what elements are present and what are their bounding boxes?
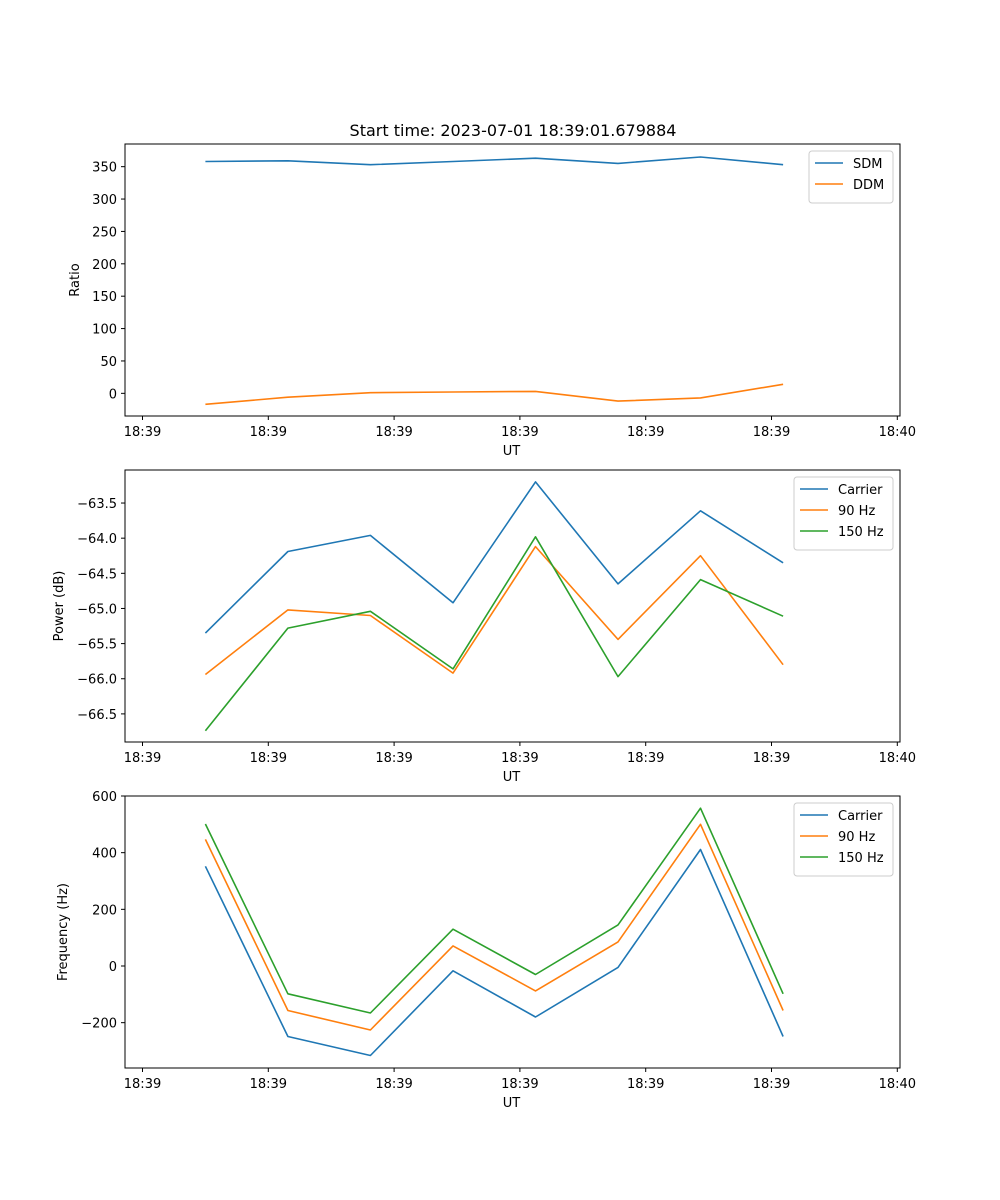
y-tick-label: −65.0 <box>77 602 117 617</box>
y-tick-label: −65.5 <box>77 638 117 653</box>
legend-label: 90 Hz <box>838 504 875 519</box>
figure-title: Start time: 2023-07-01 18:39:01.679884 <box>350 121 677 140</box>
series-line-150-hz <box>204 535 784 732</box>
legend-label: 150 Hz <box>838 525 884 540</box>
plot-frame <box>124 795 901 1069</box>
x-axis-label: UT <box>503 444 521 459</box>
y-tick-label: 0 <box>109 960 117 975</box>
subplot-2: 18:39 18:39 18:39 18:39 18:39 18:39 18:40 −66.5… <box>52 469 916 785</box>
legend: Carrier 90 Hz 150 Hz <box>793 802 894 877</box>
y-tick-label: 50 <box>100 355 117 370</box>
y-tick-label: 600 <box>92 790 117 805</box>
y-tick-label: −200 <box>81 1017 117 1032</box>
y-axis-label: Power (dB) <box>52 571 67 642</box>
x-tick-label: 18:39 <box>375 1077 412 1092</box>
x-tick-label: 18:40 <box>879 1077 916 1092</box>
series-line-90-hz <box>204 545 784 676</box>
series-line-sdm <box>205 156 784 166</box>
y-tick-label: 350 <box>92 161 117 176</box>
y-axis-label: Frequency (Hz) <box>56 883 71 981</box>
x-axis-label: UT <box>503 770 521 785</box>
plots: 18:39 18:39 18:39 18:39 18:39 18:39 18:40 0 50 10… <box>52 143 916 1111</box>
series-line-carrier <box>204 481 784 634</box>
series-line-90-hz <box>204 823 784 1031</box>
y-tick-label: 200 <box>92 258 117 273</box>
legend-label: 150 Hz <box>838 851 884 866</box>
x-tick-label: 18:39 <box>627 751 664 766</box>
x-tick-label: 18:40 <box>879 751 916 766</box>
x-tick-label: 18:39 <box>627 1077 664 1092</box>
y-tick-label: −64.5 <box>77 567 117 582</box>
x-tick-label: 18:39 <box>501 1077 538 1092</box>
legend: SDM DDM <box>808 150 894 204</box>
y-tick-label: −66.0 <box>77 673 117 688</box>
series-line-150-hz <box>204 807 784 1014</box>
x-tick-label: 18:39 <box>753 1077 790 1092</box>
plot-frame <box>124 143 901 417</box>
subplot-1: 18:39 18:39 18:39 18:39 18:39 18:39 18:40 0 50 10… <box>68 143 916 459</box>
plot-frame <box>124 469 901 743</box>
x-tick-label: 18:39 <box>124 751 161 766</box>
y-tick-label: −66.5 <box>77 708 117 723</box>
legend: Carrier 90 Hz 150 Hz <box>793 476 894 551</box>
y-tick-label: 250 <box>92 225 117 240</box>
subplot-3: 18:39 18:39 18:39 18:39 18:39 18:39 18:40 −200 0… <box>56 790 916 1111</box>
x-tick-label: 18:39 <box>250 1077 287 1092</box>
y-tick-label: 300 <box>92 193 117 208</box>
y-tick-label: −63.5 <box>77 497 117 512</box>
x-tick-label: 18:39 <box>375 425 412 440</box>
y-tick-label: 100 <box>92 323 117 338</box>
series-line-ddm <box>205 383 784 406</box>
x-tick-label: 18:40 <box>879 425 916 440</box>
legend-label: SDM <box>853 157 882 172</box>
y-tick-label: 150 <box>92 290 117 305</box>
x-tick-label: 18:39 <box>250 751 287 766</box>
legend-label: Carrier <box>838 809 883 824</box>
legend-label: DDM <box>853 178 884 193</box>
x-tick-label: 18:39 <box>753 425 790 440</box>
x-tick-label: 18:39 <box>124 1077 161 1092</box>
x-axis-label: UT <box>503 1096 521 1111</box>
x-tick-label: 18:39 <box>501 425 538 440</box>
series-line-carrier <box>204 848 784 1057</box>
y-tick-label: 0 <box>109 387 117 402</box>
x-tick-label: 18:39 <box>250 425 287 440</box>
y-tick-label: 200 <box>92 903 117 918</box>
y-tick-label: −64.0 <box>77 532 117 547</box>
x-tick-label: 18:39 <box>124 425 161 440</box>
x-tick-label: 18:39 <box>375 751 412 766</box>
x-tick-label: 18:39 <box>501 751 538 766</box>
legend-label: Carrier <box>838 483 883 498</box>
y-tick-label: 400 <box>92 847 117 862</box>
x-tick-label: 18:39 <box>627 425 664 440</box>
legend-label: 90 Hz <box>838 830 875 845</box>
x-tick-label: 18:39 <box>753 751 790 766</box>
legend-box <box>808 150 894 204</box>
y-axis-label: Ratio <box>68 263 83 296</box>
